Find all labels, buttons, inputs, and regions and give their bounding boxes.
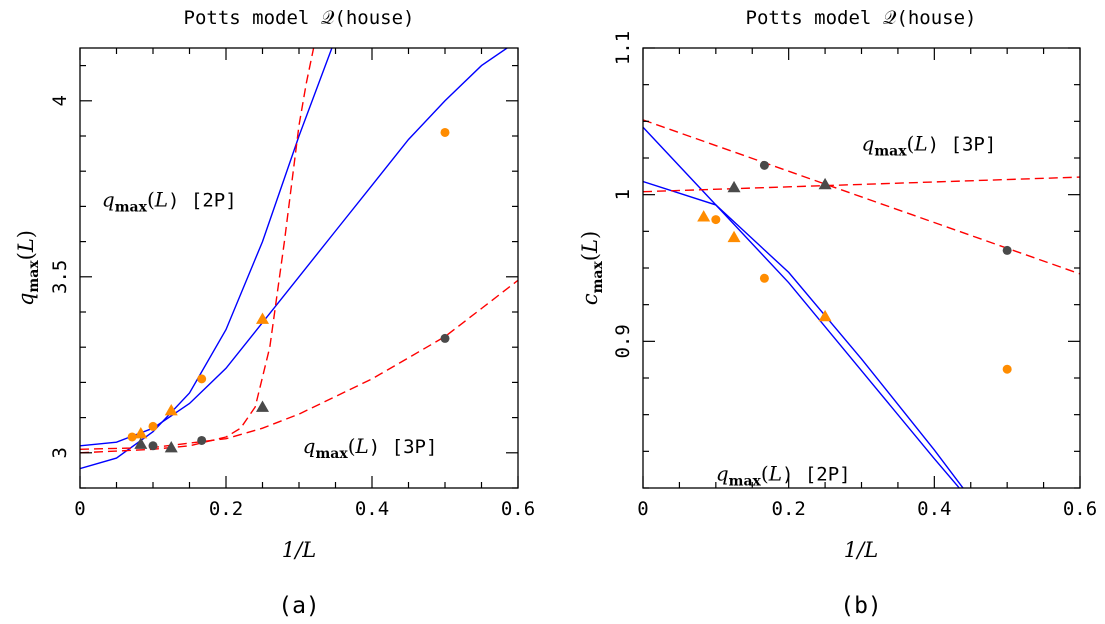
y-tick-label: 0.9 <box>612 324 634 358</box>
data-point-circle <box>440 127 450 137</box>
series-annotation: qmax(L) [3P] <box>303 434 438 462</box>
y-axis-label: cmax(L) <box>578 231 606 305</box>
data-point-circle <box>197 435 207 445</box>
data-point-circle <box>148 441 158 451</box>
fit-curve-solid <box>643 126 961 488</box>
plot-frame <box>642 47 1081 489</box>
data-point-circle <box>759 273 769 283</box>
data-point-triangle <box>727 230 741 243</box>
chart-panel-b: Potts model 𝒬(house) 0 0.2 0.4 0.6 0.9 1 1.1 1… <box>578 7 1097 619</box>
data-point-triangle <box>818 177 832 190</box>
x-tick-label: 0.2 <box>772 498 806 520</box>
series-annotation: qmax(L) [3P] <box>862 132 997 160</box>
data-point-circle <box>1002 245 1012 255</box>
x-tick-label: 0.2 <box>209 498 243 520</box>
data-point-circle <box>148 421 158 431</box>
data-point-triangle <box>256 400 269 412</box>
y-tick-label: 4 <box>49 95 71 106</box>
y-axis-label: qmax(L) <box>14 230 42 306</box>
fit-curve-dashed <box>80 48 315 454</box>
plot-frame <box>79 47 519 489</box>
data-point-triangle <box>134 426 148 439</box>
data-point-triangle <box>134 437 148 449</box>
data-point-circle <box>127 432 137 442</box>
x-axis-label: 1/L <box>844 538 878 562</box>
data-point-circle <box>440 333 450 343</box>
fit-curve-solid <box>643 180 964 488</box>
y-tick-label: 1 <box>612 189 634 200</box>
data-point-triangle <box>727 180 741 193</box>
data-point-circle <box>759 160 769 170</box>
data-point-triangle <box>818 309 832 322</box>
panel-label: (b) <box>840 593 882 619</box>
x-tick-label: 0.6 <box>1063 498 1097 520</box>
panel-label: (a) <box>278 593 320 619</box>
x-tick-label: 0 <box>637 498 648 520</box>
y-tick-label: 3.5 <box>49 260 71 294</box>
data-point-triangle <box>164 441 178 453</box>
y-tick-label: 3 <box>49 447 71 458</box>
y-tick-label: 1.1 <box>612 31 634 65</box>
data-point-circle <box>197 374 207 384</box>
x-tick-label: 0.6 <box>501 498 535 520</box>
x-tick-label: 0.4 <box>917 498 951 520</box>
data-point-circle <box>711 215 721 225</box>
data-point-triangle <box>256 312 269 324</box>
series-annotation: qmax(L) [2P] <box>102 187 237 215</box>
data-point-triangle <box>164 404 178 416</box>
series-annotation: qmax(L) [2P] <box>716 462 851 490</box>
chart-panel-a: Potts model 𝒬(house) 0 0.2 0.4 0.6 3 3.5 4 1/L… <box>14 7 535 619</box>
chart-title: Potts model 𝒬(house) <box>184 7 415 29</box>
chart-title: Potts model 𝒬(house) <box>746 7 977 29</box>
x-tick-label: 0.4 <box>355 498 389 520</box>
x-axis-label: 1/L <box>282 538 316 562</box>
fit-curve-dashed <box>643 176 1080 193</box>
data-point-circle <box>1002 364 1012 374</box>
fit-curve-solid <box>80 48 333 470</box>
data-point-triangle <box>697 210 711 222</box>
x-tick-label: 0 <box>74 498 85 520</box>
